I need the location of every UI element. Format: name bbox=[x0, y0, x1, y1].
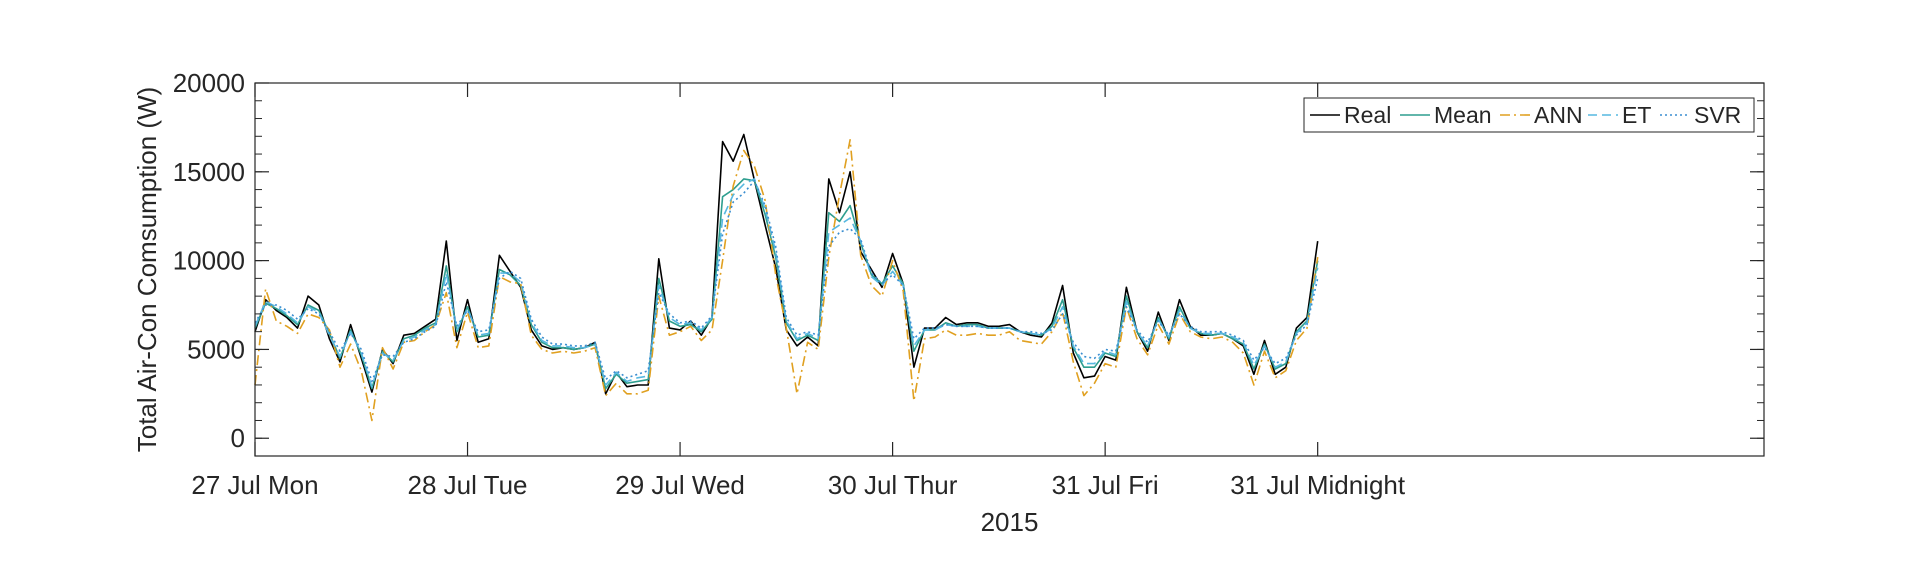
series-line-et bbox=[254, 178, 1319, 388]
x-tick-label: 31 Jul Fri bbox=[1052, 470, 1159, 500]
x-tick-label: 30 Jul Thur bbox=[828, 470, 958, 500]
series-layer bbox=[254, 133, 1319, 422]
legend: Real Mean ANN ET SVR bbox=[1303, 97, 1755, 133]
legend-label-et: ET bbox=[1622, 102, 1651, 128]
series-line-svr bbox=[254, 179, 1319, 383]
x-tick-label: 27 Jul Mon bbox=[191, 470, 318, 500]
y-tick-label: 0 bbox=[231, 423, 245, 453]
plot-area-frame bbox=[254, 82, 1765, 457]
y-tick-label: 20000 bbox=[173, 68, 245, 98]
legend-label-real: Real bbox=[1344, 102, 1391, 128]
tick-layer: 0 5000 10000 15000 20000 27 Jul Mon 28 Jul Tue… bbox=[173, 68, 1764, 500]
x-tick-label: 31 Jul Midnight bbox=[1230, 470, 1406, 500]
x-axis-label: 2015 bbox=[981, 507, 1039, 537]
x-tick-label: 28 Jul Tue bbox=[408, 470, 528, 500]
axes-layer bbox=[254, 82, 1765, 457]
y-axis-label: Total Air-Con Comsumption (W) bbox=[132, 87, 162, 453]
legend-label-ann: ANN bbox=[1534, 102, 1583, 128]
y-tick-label: 10000 bbox=[173, 246, 245, 276]
y-tick-label: 5000 bbox=[187, 334, 245, 364]
x-tick-label: 29 Jul Wed bbox=[615, 470, 745, 500]
y-tick-label: 15000 bbox=[173, 157, 245, 187]
legend-label-svr: SVR bbox=[1694, 102, 1741, 128]
legend-label-mean: Mean bbox=[1434, 102, 1492, 128]
series-line-ann bbox=[254, 139, 1319, 422]
